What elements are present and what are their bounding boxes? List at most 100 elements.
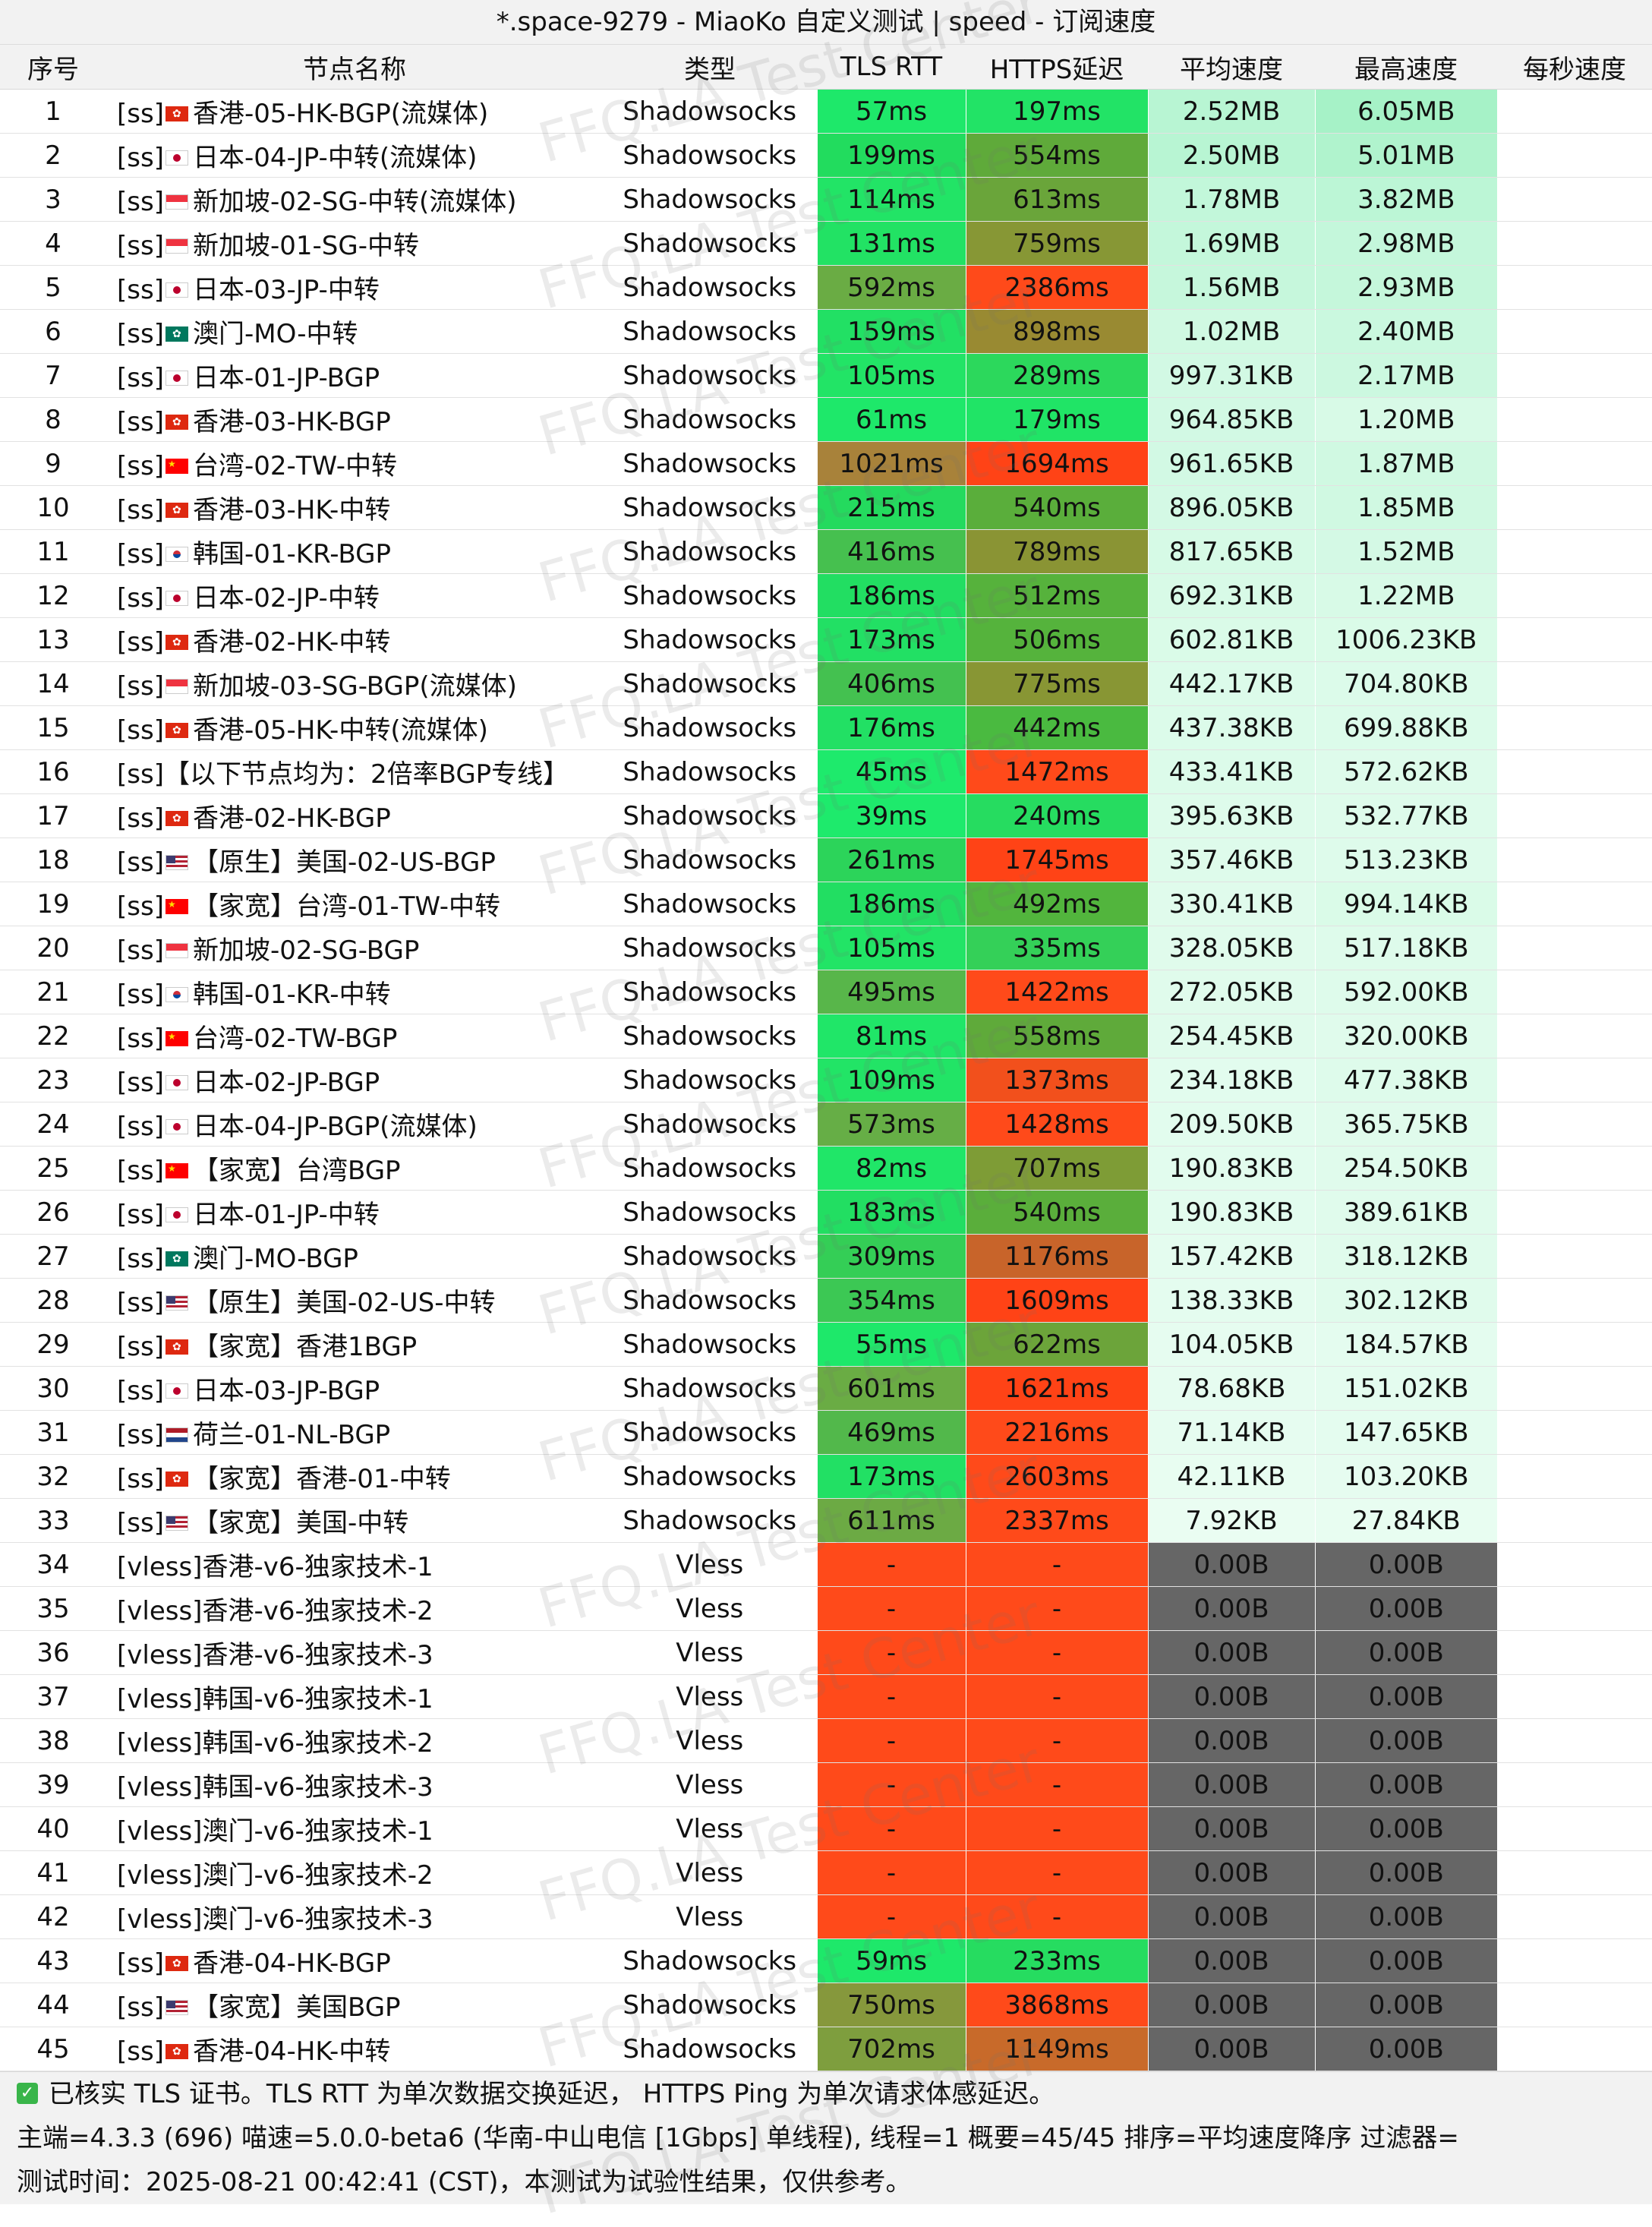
table-row[interactable]: 39 [vless]韩国-v6-独家技术-3 Vless - -0.00B 0.00B [0, 1762, 1652, 1807]
max-speed: 1.20MB [1314, 397, 1497, 442]
table-row[interactable]: 41 [vless]澳门-v6-独家技术-2 Vless - -0.00B 0.00B [0, 1850, 1652, 1895]
table-row[interactable]: 43[ss]香港-04-HK-BGPShadowsocks59ms233ms0.… [0, 1938, 1652, 1983]
node-name-cell: [vless]澳门-v6-独家技术-2 [106, 1850, 603, 1895]
table-row[interactable]: 25 [ss] 【家宽】台湾BGP Shadowsocks82ms707ms190.8… [0, 1146, 1652, 1191]
table-row[interactable]: 32 [ss] 【家宽】香港-01-中转 Shadowsocks173ms2603ms… [0, 1454, 1652, 1499]
col-header-name[interactable]: 节点名称 [106, 45, 603, 90]
table-row[interactable]: 9 [ss] 台湾-02-TW-中转 Shadowsocks1021ms1694ms9… [0, 441, 1652, 486]
table-row[interactable]: 2 [ss] 日本-04-JP-中转(流媒体) Shadowsocks 199ms 554… [0, 133, 1652, 178]
https-latency: 335ms [965, 926, 1148, 970]
table-row[interactable]: 37 [vless]韩国-v6-独家技术-1 Vless - -0.00B 0.00B [0, 1674, 1652, 1719]
flag-jp-icon [165, 590, 188, 606]
table-row[interactable]: 15 [ss] 香港-05-HK-中转(流媒体) Shadowsocks176ms44… [0, 705, 1652, 750]
row-index: 13 [0, 617, 106, 662]
table-row[interactable]: 35 [vless]香港-v6-独家技术-2 Vless - -0.00B 0.00B [0, 1586, 1652, 1631]
table-row[interactable]: 30 [ss] 日本-03-JP-BGP Shadowsocks 601ms 1621ms… [0, 1366, 1652, 1411]
table-row[interactable]: 44 [ss] 【家宽】美国BGP Shadowsocks 750ms 3868ms 0.0… [0, 1983, 1652, 2027]
https-latency: 1373ms [965, 1058, 1148, 1102]
avg-speed: 2.52MB [1147, 89, 1315, 134]
col-header-avg-speed[interactable]: 平均速度 [1148, 45, 1315, 90]
node-name-cell: [vless]韩国-v6-独家技术-1 [106, 1674, 603, 1719]
row-index: 21 [0, 970, 106, 1014]
per-second-speed [1497, 1234, 1652, 1279]
avg-speed: 442.17KB [1147, 661, 1315, 706]
table-row[interactable]: 12 [ss] 日本-02-JP-中转 Shadowsocks 186ms 512ms 69… [0, 573, 1652, 618]
node-protocol-prefix: [ss] [117, 363, 164, 393]
table-row[interactable]: 40 [vless]澳门-v6-独家技术-1 Vless - -0.00B 0.00B [0, 1806, 1652, 1851]
table-row[interactable]: 22 [ss] 台湾-02-TW-BGP Shadowsocks81ms558ms25… [0, 1014, 1652, 1058]
max-speed: 1006.23KB [1314, 617, 1497, 662]
table-row[interactable]: 23 [ss] 日本-02-JP-BGP Shadowsocks 109ms 1373ms… [0, 1058, 1652, 1102]
row-index: 2 [0, 133, 106, 178]
node-type: Shadowsocks [603, 1146, 817, 1191]
table-row[interactable]: 10 [ss] 香港-03-HK-中转 Shadowsocks215ms540ms89… [0, 485, 1652, 530]
tls-rtt: - [816, 1718, 966, 1763]
row-index: 44 [0, 1983, 106, 2027]
table-row[interactable]: 26 [ss] 日本-01-JP-中转 Shadowsocks 183ms 540ms 19… [0, 1190, 1652, 1235]
per-second-speed [1497, 749, 1652, 794]
node-type: Shadowsocks [603, 1014, 817, 1058]
table-row[interactable]: 17 [ss] 香港-02-HK-BGP Shadowsocks39ms240ms39… [0, 793, 1652, 838]
node-name-cell: [ss] 【原生】美国-02-US-中转 [106, 1278, 603, 1323]
node-name-cell: [ss] 澳门-MO-中转 [106, 309, 603, 354]
table-row[interactable]: 24 [ss] 日本-04-JP-BGP(流媒体) Shadowsocks 573ms 1… [0, 1102, 1652, 1147]
node-protocol-prefix: [ss] [117, 715, 164, 746]
results-table: 序号 节点名称 类型 TLS RTT HTTPS延迟 平均速度 最高速度 每秒速… [0, 45, 1652, 2071]
col-header-index[interactable]: 序号 [0, 45, 106, 90]
node-type: Vless [603, 1894, 817, 1939]
table-row[interactable]: 6 [ss] 澳门-MO-中转 Shadowsocks159ms898ms1.02MB… [0, 309, 1652, 354]
table-row[interactable]: 29 [ss] 【家宽】香港1BGP Shadowsocks55ms622ms104.… [0, 1322, 1652, 1367]
table-row[interactable]: 28 [ss] 【原生】美国-02-US-中转 Shadowsocks 354ms 160… [0, 1278, 1652, 1323]
table-row[interactable]: 4 [ss] 新加坡-01-SG-中转 Shadowsocks 131ms 759ms 1.… [0, 221, 1652, 266]
col-header-type[interactable]: 类型 [603, 45, 817, 90]
table-row[interactable]: 34 [vless]香港-v6-独家技术-1 Vless - -0.00B 0.00B [0, 1542, 1652, 1587]
table-row[interactable]: 11 [ss] 韩国-01-KR-BGP Shadowsocks 416ms 789ms 8… [0, 529, 1652, 574]
table-row[interactable]: 5 [ss] 日本-03-JP-中转 Shadowsocks 592ms 2386ms 1.… [0, 265, 1652, 310]
table-row[interactable]: 19 [ss] 【家宽】台湾-01-TW-中转 Shadowsocks186ms492… [0, 882, 1652, 926]
node-type: Shadowsocks [603, 265, 817, 310]
table-row[interactable]: 18 [ss] 【原生】美国-02-US-BGP Shadowsocks 261ms 17… [0, 837, 1652, 882]
table-row[interactable]: 27 [ss] 澳门-MO-BGP Shadowsocks309ms1176ms157… [0, 1234, 1652, 1279]
table-row[interactable]: 16 [ss]【以下节点均为：2倍率BGP专线】 Shadowsocks 45ms 14… [0, 749, 1652, 794]
col-header-per-second-speed[interactable]: 每秒速度 [1497, 45, 1652, 90]
flag-tw-icon [165, 458, 188, 474]
https-latency: 289ms [965, 353, 1148, 398]
row-index: 4 [0, 221, 106, 266]
tls-rtt: 109ms [816, 1058, 966, 1102]
tls-rtt: 495ms [816, 970, 966, 1014]
table-row[interactable]: 45[ss]香港-04-HK-中转Shadowsocks702ms1149ms0… [0, 2027, 1652, 2071]
tls-rtt: 81ms [816, 1014, 966, 1058]
table-row[interactable]: 33 [ss] 【家宽】美国-中转 Shadowsocks 611ms 2337ms 7.9… [0, 1498, 1652, 1543]
table-row[interactable]: 13 [ss] 香港-02-HK-中转 Shadowsocks173ms506ms60… [0, 617, 1652, 662]
footer-note: 已核实 TLS 证书。TLS RTT 为单次数据交换延迟， HTTPS Ping… [49, 2079, 1055, 2109]
table-row[interactable]: 38 [vless]韩国-v6-独家技术-2 Vless - -0.00B 0.00B [0, 1718, 1652, 1763]
per-second-speed [1497, 309, 1652, 354]
node-name: 【家宽】美国-中转 [192, 1508, 409, 1538]
node-name: 新加坡-02-SG-BGP [192, 935, 420, 966]
https-latency: 2337ms [965, 1498, 1148, 1543]
flag-tw-icon [165, 1030, 188, 1046]
avg-speed: 433.41KB [1147, 749, 1315, 794]
flag-kr-icon [165, 986, 188, 1002]
avg-speed: 190.83KB [1147, 1190, 1315, 1235]
node-name: 日本-03-JP-中转 [192, 275, 380, 305]
https-latency: 240ms [965, 793, 1148, 838]
row-index: 26 [0, 1190, 106, 1235]
col-header-max-speed[interactable]: 最高速度 [1315, 45, 1497, 90]
table-row[interactable]: 14 [ss] 新加坡-03-SG-BGP(流媒体) Shadowsocks 406ms… [0, 661, 1652, 706]
table-row[interactable]: 42 [vless]澳门-v6-独家技术-3 Vless - -0.00B 0.00B [0, 1894, 1652, 1939]
max-speed: 1.85MB [1314, 485, 1497, 530]
table-row[interactable]: 21 [ss] 韩国-01-KR-中转 Shadowsocks 495ms 1422ms 2… [0, 970, 1652, 1014]
table-row[interactable]: 1 [ss] 香港-05-HK-BGP(流媒体) Shadowsocks57ms197… [0, 89, 1652, 134]
node-protocol-prefix: [ss] [117, 979, 164, 1010]
avg-speed: 1.78MB [1147, 177, 1315, 222]
row-index: 33 [0, 1498, 106, 1543]
table-row[interactable]: 3 [ss] 新加坡-02-SG-中转(流媒体) Shadowsocks 114ms 61… [0, 177, 1652, 222]
table-row[interactable]: 31 [ss] 荷兰-01-NL-BGP Shadowsocks 469ms 2216ms… [0, 1410, 1652, 1455]
table-row[interactable]: 8 [ss] 香港-03-HK-BGP Shadowsocks61ms179ms964… [0, 397, 1652, 442]
table-row[interactable]: 20 [ss] 新加坡-02-SG-BGP Shadowsocks 105ms 335ms… [0, 926, 1652, 970]
table-row[interactable]: 36 [vless]香港-v6-独家技术-3 Vless - -0.00B 0.00B [0, 1630, 1652, 1675]
table-row[interactable]: 7 [ss] 日本-01-JP-BGP Shadowsocks 105ms 289ms 99… [0, 353, 1652, 398]
col-header-tls-rtt[interactable]: TLS RTT [817, 45, 966, 90]
col-header-https-latency[interactable]: HTTPS延迟 [966, 45, 1148, 90]
